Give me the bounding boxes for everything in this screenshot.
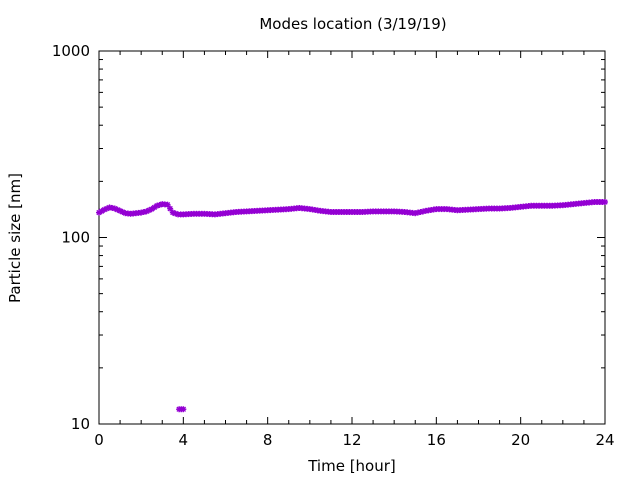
x-tick-label: 4 (179, 431, 189, 449)
y-tick-label: 100 (61, 229, 90, 247)
y-tick-label: 1000 (52, 42, 90, 60)
x-tick-label: 0 (94, 431, 104, 449)
x-tick-label: 8 (263, 431, 273, 449)
data-point (167, 205, 174, 212)
x-axis-ticks: 0 4 8 12 16 20 24 (94, 51, 615, 449)
chart-title: Modes location (3/19/19) (259, 15, 446, 33)
data-point (164, 201, 171, 208)
x-tick-label: 20 (511, 431, 530, 449)
y-axis-ticks: 10 100 1000 (52, 42, 605, 433)
data-point (602, 199, 608, 206)
x-axis-label: Time [hour] (307, 457, 396, 475)
x-tick-label: 16 (427, 431, 446, 449)
data-points (96, 199, 608, 413)
x-tick-label: 12 (342, 431, 361, 449)
x-tick-label: 24 (595, 431, 614, 449)
y-tick-label: 10 (71, 415, 90, 433)
data-point (180, 406, 187, 413)
y-minor-ticks (99, 59, 605, 369)
plot-frame (98, 50, 606, 425)
y-axis-label: Particle size [nm] (6, 173, 24, 303)
